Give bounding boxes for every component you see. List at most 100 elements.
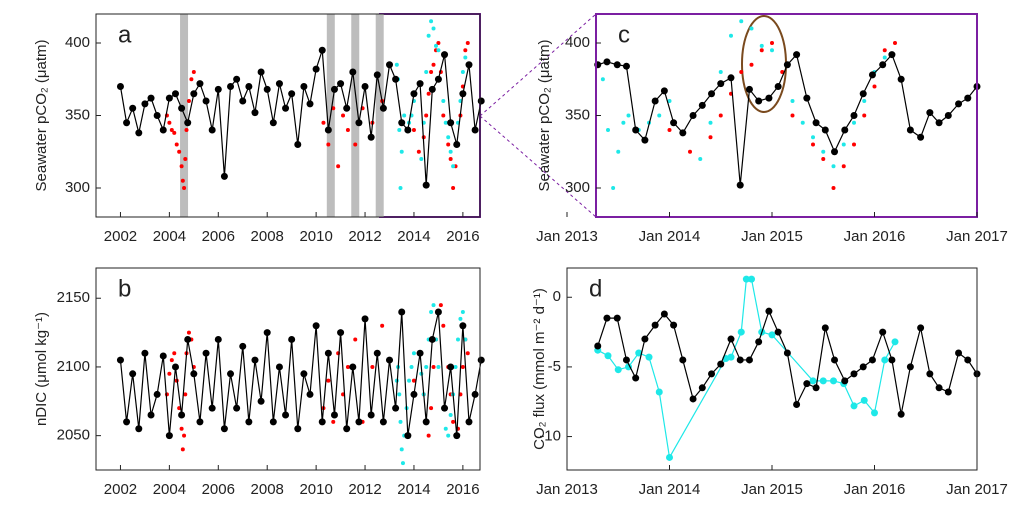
marker bbox=[410, 90, 418, 98]
marker bbox=[622, 356, 630, 364]
marker bbox=[471, 390, 479, 398]
dot bbox=[626, 113, 631, 118]
x-tick-label: Jan 2016 bbox=[844, 481, 906, 498]
dot bbox=[718, 70, 723, 74]
marker bbox=[208, 126, 216, 134]
marker bbox=[944, 112, 952, 119]
dot bbox=[431, 364, 436, 369]
marker bbox=[955, 100, 963, 108]
dot bbox=[616, 149, 621, 154]
marker bbox=[868, 71, 876, 79]
marker bbox=[208, 404, 216, 412]
dot bbox=[424, 70, 429, 74]
dot bbox=[811, 135, 815, 140]
dot bbox=[411, 351, 416, 356]
marker bbox=[613, 61, 621, 69]
marker bbox=[422, 418, 430, 426]
marker bbox=[891, 338, 899, 346]
marker bbox=[294, 425, 302, 433]
marker bbox=[803, 94, 811, 102]
dot bbox=[326, 378, 331, 383]
marker bbox=[453, 141, 461, 148]
marker bbox=[416, 80, 424, 88]
marker bbox=[881, 356, 889, 364]
marker bbox=[227, 370, 235, 378]
marker bbox=[190, 370, 198, 378]
dot bbox=[739, 19, 744, 24]
marker bbox=[220, 425, 228, 433]
marker bbox=[655, 388, 663, 396]
dot bbox=[667, 99, 672, 103]
dot bbox=[182, 186, 187, 190]
marker bbox=[294, 141, 302, 148]
marker bbox=[147, 94, 155, 102]
dot bbox=[341, 113, 346, 118]
marker bbox=[428, 85, 436, 93]
marker bbox=[660, 310, 668, 318]
dot bbox=[172, 130, 177, 135]
dot bbox=[326, 142, 331, 147]
marker bbox=[603, 314, 611, 322]
marker bbox=[964, 94, 972, 102]
x-tick-label: 2008 bbox=[251, 481, 284, 498]
x-tick-label: Jan 2015 bbox=[741, 481, 803, 498]
dot bbox=[426, 91, 431, 96]
marker bbox=[812, 384, 820, 392]
dot bbox=[443, 426, 448, 431]
marker bbox=[879, 328, 887, 336]
marker bbox=[641, 335, 649, 343]
dot bbox=[441, 323, 446, 328]
dot bbox=[394, 62, 399, 67]
dot bbox=[460, 364, 465, 369]
shaded-period bbox=[375, 14, 384, 217]
marker bbox=[398, 308, 406, 316]
marker bbox=[245, 83, 253, 90]
marker bbox=[165, 432, 173, 440]
x-tick-label: Jan 2016 bbox=[844, 228, 906, 245]
marker bbox=[282, 104, 290, 112]
marker bbox=[727, 74, 735, 82]
marker bbox=[926, 370, 934, 378]
dot bbox=[455, 337, 460, 342]
dot bbox=[729, 33, 733, 38]
marker bbox=[135, 129, 143, 137]
marker bbox=[153, 112, 161, 119]
marker bbox=[944, 388, 952, 396]
marker bbox=[392, 404, 400, 412]
marker bbox=[116, 83, 124, 90]
marker bbox=[141, 100, 149, 108]
dot bbox=[460, 309, 465, 314]
marker bbox=[178, 104, 186, 112]
marker bbox=[269, 119, 277, 127]
marker bbox=[821, 126, 829, 134]
dot bbox=[429, 406, 434, 411]
dot bbox=[718, 113, 723, 118]
plot-frame bbox=[95, 267, 481, 471]
dot bbox=[431, 303, 436, 308]
marker bbox=[809, 377, 817, 385]
dot bbox=[429, 70, 434, 74]
panel-label: b bbox=[118, 275, 131, 302]
dot bbox=[893, 41, 897, 45]
x-tick-label: 2010 bbox=[299, 481, 332, 498]
x-tick-label: Jan 2015 bbox=[741, 228, 803, 245]
marker bbox=[859, 90, 867, 98]
dot bbox=[370, 364, 375, 369]
dot bbox=[600, 77, 605, 82]
marker bbox=[666, 453, 673, 461]
marker bbox=[793, 51, 801, 59]
marker bbox=[282, 411, 290, 419]
marker bbox=[202, 97, 210, 105]
marker bbox=[129, 370, 137, 378]
marker bbox=[318, 418, 326, 426]
panel-label: d bbox=[589, 275, 602, 302]
dot bbox=[436, 48, 441, 53]
marker bbox=[768, 331, 776, 339]
marker bbox=[392, 75, 400, 83]
marker bbox=[171, 90, 179, 98]
dot bbox=[174, 142, 179, 147]
dot bbox=[882, 55, 887, 60]
marker bbox=[239, 97, 247, 105]
marker bbox=[398, 119, 406, 127]
marker bbox=[765, 307, 773, 315]
